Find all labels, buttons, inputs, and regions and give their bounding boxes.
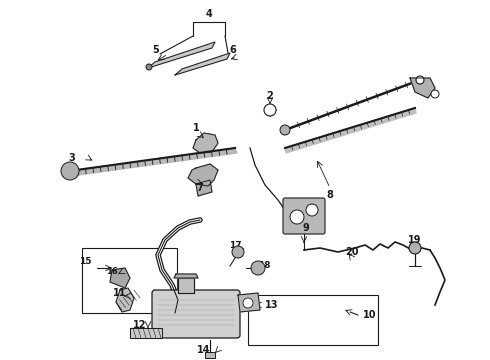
Text: 13: 13 xyxy=(265,300,279,310)
Polygon shape xyxy=(148,42,215,68)
Circle shape xyxy=(232,246,244,258)
Text: 6: 6 xyxy=(230,45,236,55)
Circle shape xyxy=(264,104,276,116)
Text: 15: 15 xyxy=(79,257,91,266)
Text: 14: 14 xyxy=(196,345,210,355)
Polygon shape xyxy=(188,164,218,186)
Polygon shape xyxy=(178,278,194,293)
Text: 4: 4 xyxy=(206,9,212,19)
Text: 12: 12 xyxy=(133,320,147,330)
Text: 1: 1 xyxy=(193,123,199,133)
Text: 9: 9 xyxy=(303,223,309,233)
Polygon shape xyxy=(62,148,237,177)
Text: 10: 10 xyxy=(363,310,377,320)
Circle shape xyxy=(431,90,439,98)
Circle shape xyxy=(409,242,421,254)
Polygon shape xyxy=(116,288,134,312)
Text: 17: 17 xyxy=(229,240,241,249)
Polygon shape xyxy=(110,268,130,288)
Circle shape xyxy=(290,210,304,224)
Bar xyxy=(248,295,378,345)
FancyBboxPatch shape xyxy=(283,198,325,234)
Text: 20: 20 xyxy=(345,247,359,257)
Text: 7: 7 xyxy=(196,183,203,193)
Polygon shape xyxy=(130,328,162,338)
Text: 3: 3 xyxy=(69,153,75,163)
Circle shape xyxy=(251,261,265,275)
Circle shape xyxy=(416,76,424,84)
Text: 11: 11 xyxy=(113,288,127,298)
Text: 5: 5 xyxy=(152,45,159,55)
Circle shape xyxy=(243,298,253,308)
Circle shape xyxy=(146,64,152,70)
Bar xyxy=(82,248,177,313)
Circle shape xyxy=(61,162,79,180)
Circle shape xyxy=(306,204,318,216)
Polygon shape xyxy=(175,53,230,75)
Text: 2: 2 xyxy=(267,91,273,101)
Bar xyxy=(205,352,215,358)
Text: 19: 19 xyxy=(408,235,422,245)
Polygon shape xyxy=(196,180,212,196)
Polygon shape xyxy=(285,108,416,153)
Polygon shape xyxy=(174,274,198,278)
Circle shape xyxy=(280,125,290,135)
Text: 18: 18 xyxy=(258,261,270,270)
Polygon shape xyxy=(193,133,218,153)
FancyBboxPatch shape xyxy=(152,290,240,338)
Text: 8: 8 xyxy=(326,190,333,200)
Polygon shape xyxy=(238,293,260,312)
Polygon shape xyxy=(410,78,435,98)
Text: 16: 16 xyxy=(106,267,118,276)
